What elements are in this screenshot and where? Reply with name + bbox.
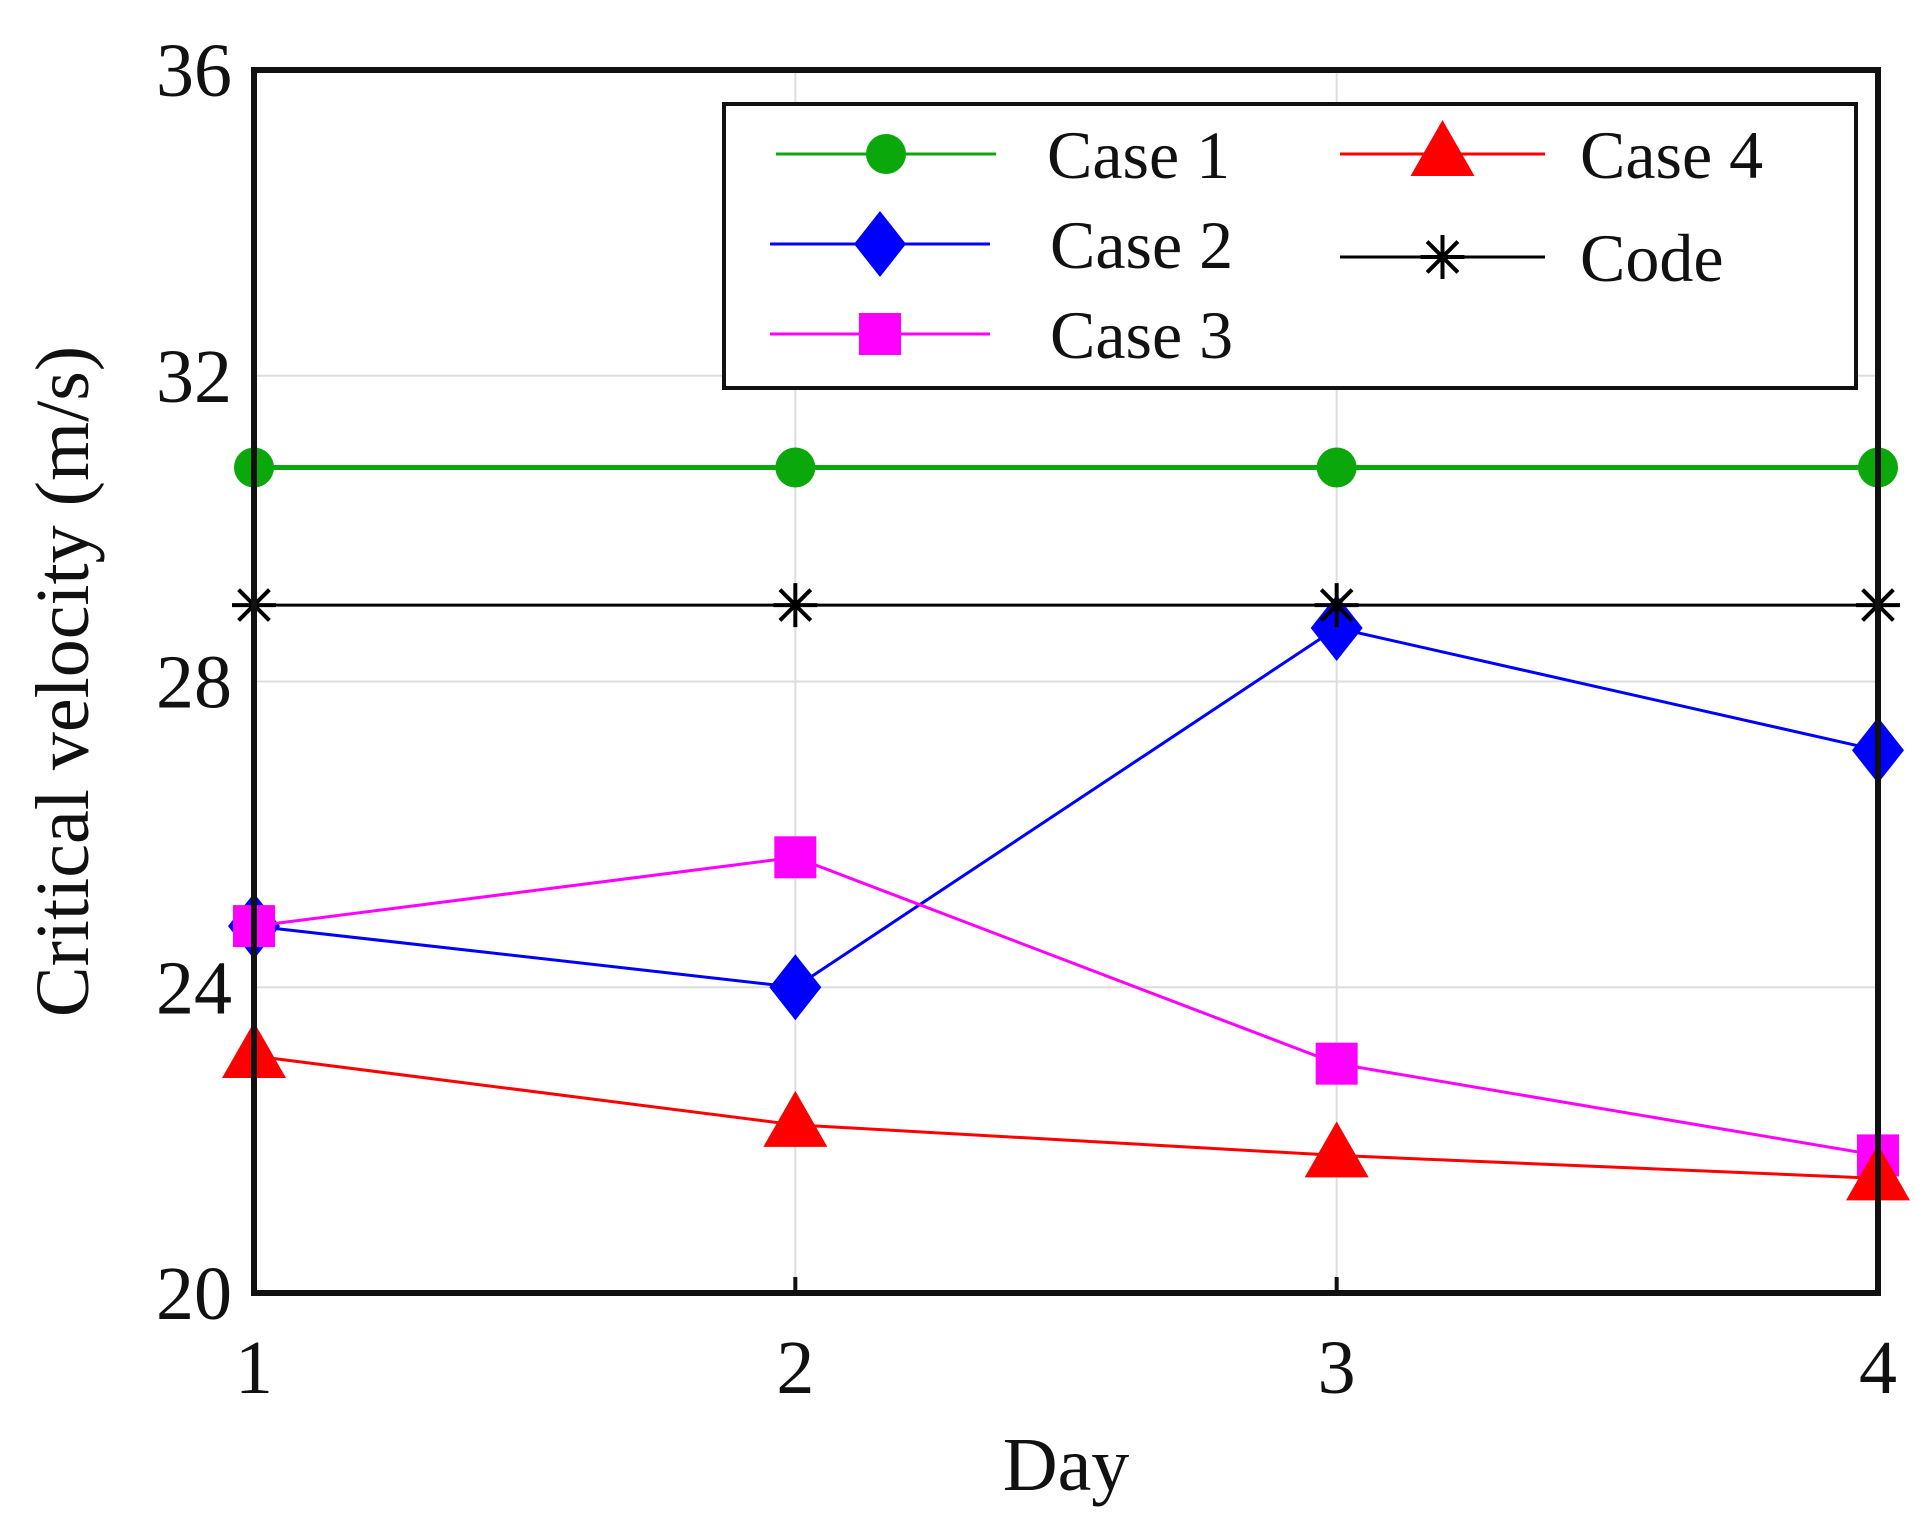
legend-marker-case-1 xyxy=(866,134,906,174)
legend-entry-case-4: Case 4 xyxy=(1340,117,1763,193)
data-point-case-4 xyxy=(763,1090,828,1147)
legend-marker-case-2 xyxy=(854,211,906,277)
data-point-code xyxy=(773,583,818,628)
tick-labels: 20 24 28 32 36 1 2 3 4 xyxy=(156,29,1897,1410)
legend-marker-code xyxy=(1420,235,1465,279)
data-point-case-3 xyxy=(774,836,817,879)
legend-marker-case-3 xyxy=(859,313,901,355)
data-point-case-2 xyxy=(1310,594,1363,661)
y-tick-label: 20 xyxy=(156,1252,232,1336)
legend-entry-case-3: Case 3 xyxy=(770,297,1233,373)
legend-entries: Case 1 Case 2 Case 3 Case 4 Code xyxy=(770,117,1763,373)
legend-entry-case-1: Case 1 xyxy=(776,117,1230,193)
legend: Case 1 Case 2 Case 3 Case 4 Code xyxy=(722,102,1858,390)
series-case-4 xyxy=(222,1022,1910,1201)
y-tick-label: 36 xyxy=(156,29,232,113)
legend-label-case-2: Case 2 xyxy=(1050,207,1233,283)
legend-label-case-3: Case 3 xyxy=(1050,297,1233,373)
x-tick-label: 4 xyxy=(1859,1326,1897,1410)
data-point-case-2 xyxy=(769,954,822,1021)
x-axis-label: Day xyxy=(1003,1423,1130,1507)
y-tick-label: 24 xyxy=(156,946,232,1030)
legend-entry-case-2: Case 2 xyxy=(770,207,1233,283)
x-tick-label: 3 xyxy=(1318,1326,1356,1410)
series-line-case-2 xyxy=(253,626,1879,989)
legend-box xyxy=(722,102,1858,390)
legend-marker-case-4 xyxy=(1410,120,1475,176)
legend-label-code: Code xyxy=(1580,220,1724,296)
data-point-case-1 xyxy=(1316,447,1357,488)
data-point-case-1 xyxy=(775,447,816,488)
x-tick-label: 2 xyxy=(776,1326,814,1410)
legend-label-case-4: Case 4 xyxy=(1580,117,1763,193)
data-point-case-4 xyxy=(1304,1121,1369,1178)
data-point-code xyxy=(1314,583,1359,628)
legend-entry-code: Code xyxy=(1340,220,1724,296)
series-line-case-3 xyxy=(253,855,1879,1157)
plot-frame xyxy=(251,67,1881,1296)
legend-label-case-1: Case 1 xyxy=(1047,117,1230,193)
y-tick-label: 32 xyxy=(156,335,232,419)
series-line-case-4 xyxy=(253,1054,1879,1180)
series-layer xyxy=(222,447,1910,1201)
x-tick-label: 1 xyxy=(235,1326,273,1410)
data-point-case-3 xyxy=(1315,1042,1358,1085)
series-case-1 xyxy=(234,447,1898,488)
y-tick-label: 28 xyxy=(156,641,232,725)
y-axis-label: Critical velocity (m/s) xyxy=(21,346,105,1017)
